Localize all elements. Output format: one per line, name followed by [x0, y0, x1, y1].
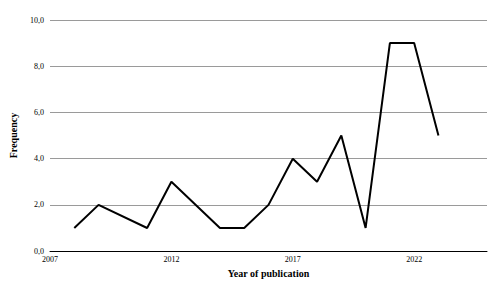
svg-text:Frequency: Frequency [8, 113, 19, 158]
svg-text:2007: 2007 [42, 255, 58, 264]
svg-text:10,0: 10,0 [30, 16, 44, 25]
svg-text:Year of publication: Year of publication [228, 268, 310, 279]
svg-text:4,0: 4,0 [34, 154, 44, 163]
svg-text:2022: 2022 [406, 255, 422, 264]
svg-text:2012: 2012 [163, 255, 179, 264]
svg-text:2,0: 2,0 [34, 200, 44, 209]
svg-text:8,0: 8,0 [34, 62, 44, 71]
svg-text:6,0: 6,0 [34, 108, 44, 117]
svg-text:0,0: 0,0 [34, 246, 44, 256]
svg-text:2017: 2017 [285, 255, 301, 264]
